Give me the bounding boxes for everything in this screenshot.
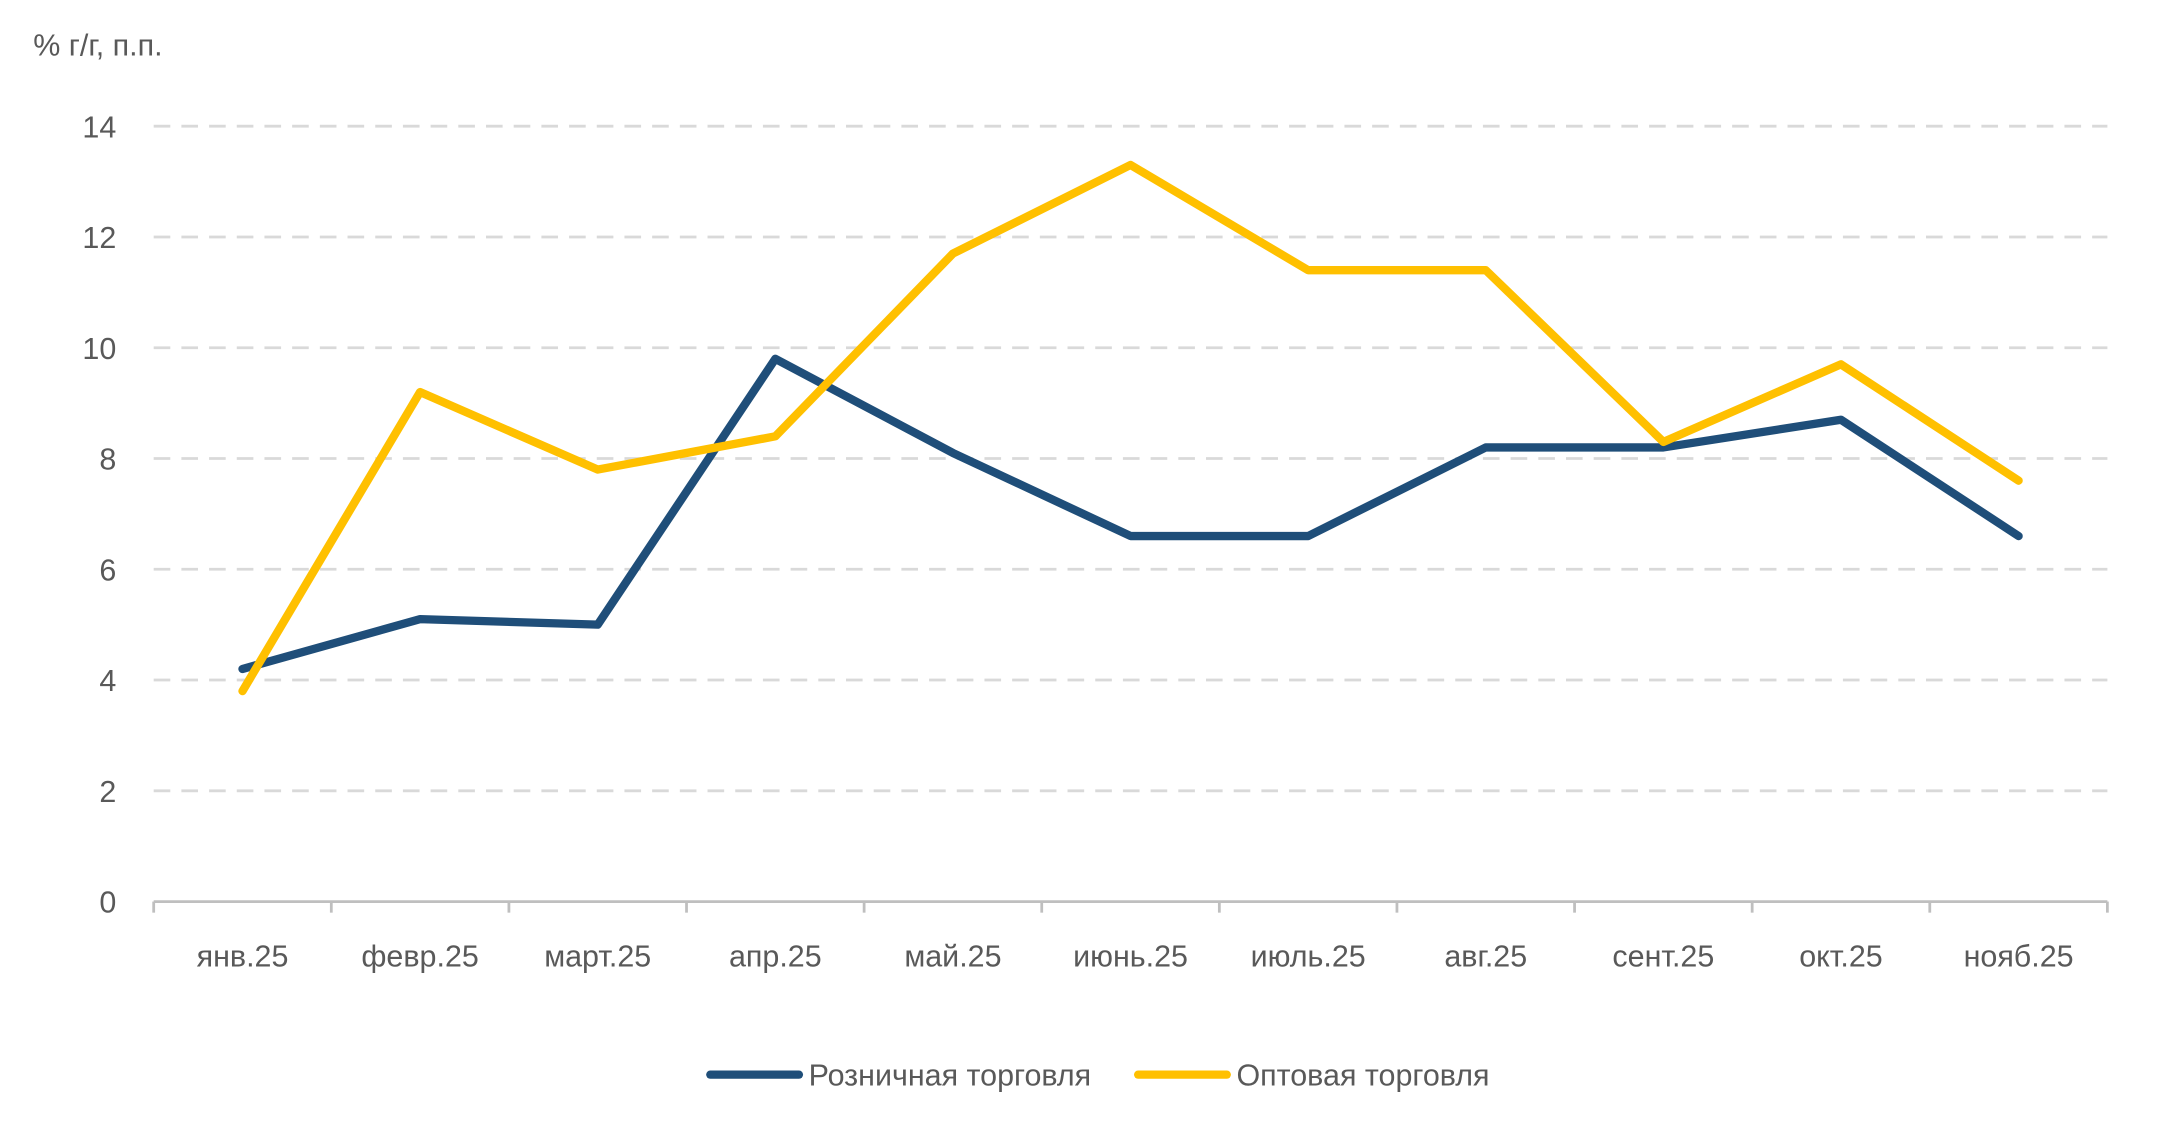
y-tick-label: 2 <box>99 775 116 809</box>
legend-label: Розничная торговля <box>809 1059 1092 1093</box>
x-tick-label: авг.25 <box>1444 940 1527 974</box>
y-tick-label: 6 <box>99 553 116 587</box>
x-tick-label: февр.25 <box>361 940 478 974</box>
x-tick-label: сент.25 <box>1612 940 1714 974</box>
y-tick-label: 10 <box>82 332 116 366</box>
legend-label: Оптовая торговля <box>1236 1059 1489 1093</box>
x-tick-label: июль.25 <box>1251 940 1366 974</box>
y-tick-label: 0 <box>99 886 116 920</box>
y-tick-label: 4 <box>99 664 116 698</box>
x-tick-label: май.25 <box>904 940 1001 974</box>
y-tick-label: 14 <box>82 110 116 144</box>
x-tick-label: апр.25 <box>729 940 822 974</box>
x-tick-label: янв.25 <box>197 940 289 974</box>
x-tick-label: нояб.25 <box>1964 940 2074 974</box>
y-axis-label: % г/г, п.п. <box>33 29 162 63</box>
x-tick-label: июнь.25 <box>1073 940 1188 974</box>
x-tick-label: март.25 <box>544 940 651 974</box>
y-tick-label: 12 <box>82 221 116 255</box>
y-tick-label: 8 <box>99 443 116 477</box>
x-tick-label: окт.25 <box>1799 940 1883 974</box>
series-line-1 <box>238 160 2023 696</box>
